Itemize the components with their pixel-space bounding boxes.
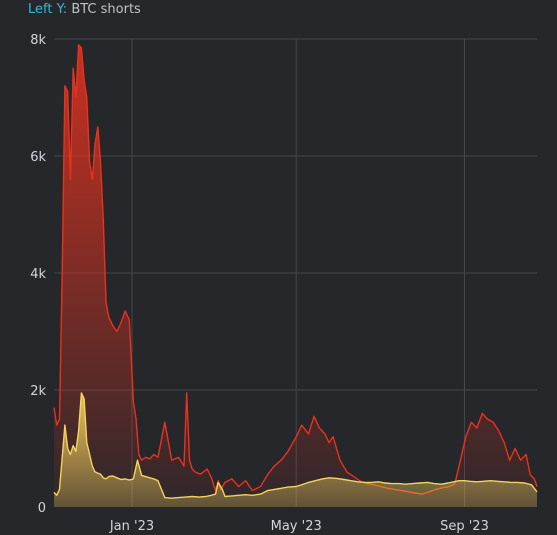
y-tick-label: 6k bbox=[30, 150, 46, 165]
series-layer bbox=[53, 44, 538, 508]
y-tick-label: 2k bbox=[30, 384, 46, 399]
y-axis-label: Left Y: BTC shorts bbox=[28, 1, 141, 19]
x-tick-label: Jan '23 bbox=[109, 519, 154, 534]
tick-labels: 0 2k 4k 6k 8k Jan '23 May '23 Sep '23 bbox=[30, 33, 489, 534]
y-tick-label: 0 bbox=[38, 501, 46, 516]
x-tick-label: Sep '23 bbox=[440, 519, 489, 534]
y-tick-label: 8k bbox=[30, 33, 46, 48]
y-axis-label-prefix: Left Y: bbox=[28, 2, 68, 17]
x-tick-label: May '23 bbox=[271, 519, 322, 534]
series-1-line bbox=[53, 392, 538, 499]
series-1-area bbox=[54, 392, 537, 507]
y-axis-label-series: BTC shorts bbox=[71, 2, 141, 17]
y-tick-label: 4k bbox=[30, 267, 46, 282]
grid-lines bbox=[54, 38, 537, 507]
series-0-area bbox=[54, 44, 537, 508]
